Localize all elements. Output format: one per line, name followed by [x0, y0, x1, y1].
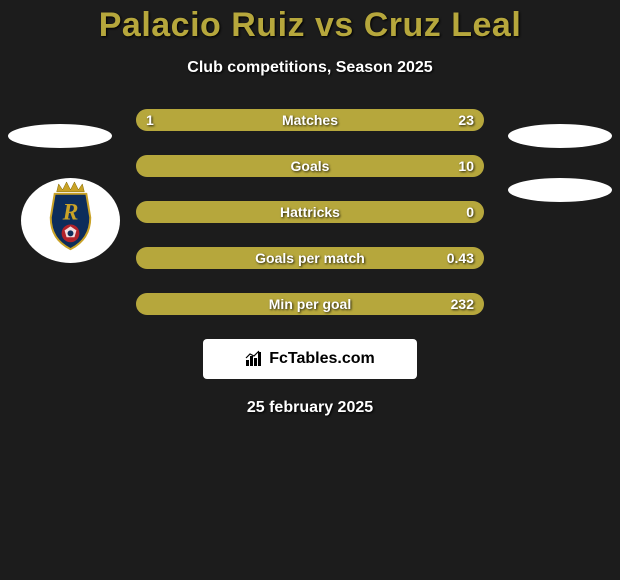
stat-label: Hattricks: [280, 204, 340, 220]
home-badge-placeholder-1: [8, 124, 112, 148]
stat-value-right: 232: [451, 296, 474, 312]
stat-value-right: 10: [458, 158, 474, 174]
stat-label: Goals per match: [255, 250, 365, 266]
stat-value-left: 1: [146, 112, 154, 128]
date-text: 25 february 2025: [247, 399, 373, 417]
svg-text:R: R: [62, 200, 79, 226]
stat-label: Min per goal: [269, 296, 351, 312]
stat-row: Hattricks 0: [136, 201, 484, 223]
bar-chart-icon: [245, 350, 265, 368]
stat-label: Matches: [282, 112, 338, 128]
stat-value-right: 23: [458, 112, 474, 128]
crest-svg: R: [21, 178, 120, 263]
page-title: Palacio Ruiz vs Cruz Leal: [99, 6, 522, 45]
comparison-card: Palacio Ruiz vs Cruz Leal Club competiti…: [0, 0, 620, 580]
stat-label: Goals: [291, 158, 330, 174]
home-club-crest: R: [21, 178, 120, 263]
page-subtitle: Club competitions, Season 2025: [187, 59, 432, 77]
stat-value-right: 0.43: [447, 250, 474, 266]
attribution-text: FcTables.com: [269, 350, 375, 368]
away-badge-placeholder-1: [508, 124, 612, 148]
away-badge-placeholder-2: [508, 178, 612, 202]
stat-value-right: 0: [466, 204, 474, 220]
stat-row: Goals 10: [136, 155, 484, 177]
stat-row: Min per goal 232: [136, 293, 484, 315]
attribution-box: FcTables.com: [203, 339, 417, 379]
stat-row: Goals per match 0.43: [136, 247, 484, 269]
stat-row: 1 Matches 23: [136, 109, 484, 131]
